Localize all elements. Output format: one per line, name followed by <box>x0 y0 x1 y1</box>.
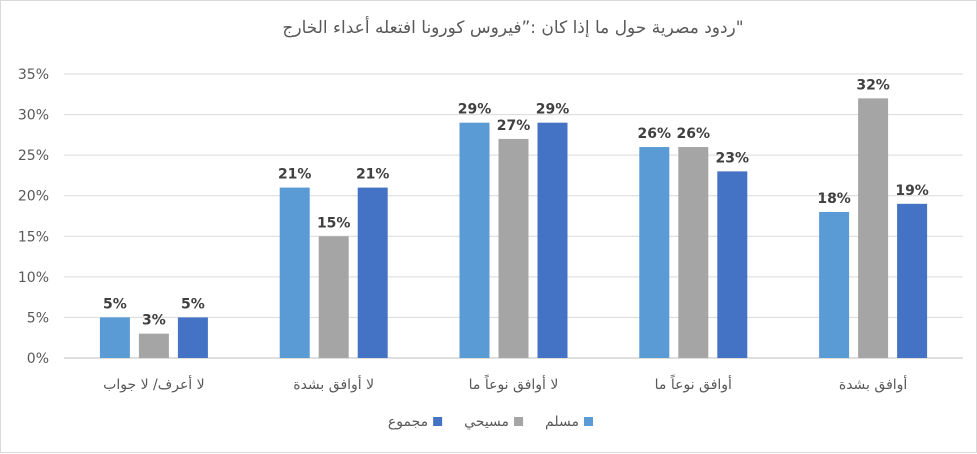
legend-label: مجموع <box>388 414 428 430</box>
y-tick-label: 15% <box>18 229 49 245</box>
data-label: 32% <box>856 77 890 93</box>
x-tick-label: أوافق بشدة <box>839 375 908 393</box>
y-tick-label: 35% <box>18 67 49 83</box>
bar <box>537 122 568 358</box>
chart-title: ردود مصرية حول ما إذا كان :”فيروس كورونا… <box>282 16 743 38</box>
bar <box>99 317 130 358</box>
data-label: 18% <box>817 191 851 207</box>
data-label: 26% <box>638 126 672 142</box>
bar <box>639 147 670 358</box>
bar <box>177 317 208 358</box>
legend-label: مسيحي <box>464 414 509 430</box>
data-label: 19% <box>895 183 929 199</box>
y-tick-label: 25% <box>18 148 49 164</box>
bar <box>318 236 349 358</box>
data-labels: 5% 3% 5% 21% 15% 21% 29% 27% 29% 26% 26% 23% 18% 32% 1… <box>103 77 929 328</box>
x-tick-label: لا أوافق بشدة <box>293 375 374 393</box>
data-label: 29% <box>536 102 570 118</box>
data-label: 29% <box>458 102 492 118</box>
x-tick-label: لا أوافق نوعاً ما <box>469 374 559 393</box>
data-label: 23% <box>716 150 750 166</box>
data-label: 15% <box>317 215 351 231</box>
data-label: 27% <box>497 118 531 134</box>
legend-swatch <box>584 417 593 426</box>
bar <box>897 203 928 358</box>
bar <box>357 187 388 358</box>
bar <box>279 187 310 358</box>
legend: مسلم مسيحي مجموع <box>388 414 593 430</box>
bar <box>678 147 709 358</box>
bars <box>99 98 928 358</box>
bar <box>717 171 748 358</box>
data-label: 5% <box>181 296 205 312</box>
x-axis: لا أعرف/ لا جواب لا أوافق بشدة لا أوافق نو… <box>103 374 907 393</box>
y-tick-label: 5% <box>27 310 49 326</box>
legend-swatch <box>514 417 524 426</box>
y-axis: 0% 5% 10% 15% 20% 25% 30% 35% <box>18 67 49 367</box>
bar <box>459 122 490 358</box>
data-label: 21% <box>356 167 390 183</box>
data-label: 26% <box>677 126 711 142</box>
data-label: 5% <box>103 296 127 312</box>
data-label: 3% <box>142 313 166 329</box>
data-label: 21% <box>278 167 312 183</box>
x-tick-label: أوافق نوعاً ما <box>655 374 732 393</box>
bar <box>138 333 169 358</box>
legend-swatch <box>433 417 443 426</box>
y-tick-label: 30% <box>18 108 49 124</box>
bar <box>858 98 889 358</box>
x-tick-label: لا أعرف/ لا جواب <box>103 375 204 393</box>
legend-label: مسلم <box>545 414 579 430</box>
y-tick-label: 0% <box>27 351 49 367</box>
y-tick-label: 10% <box>18 270 49 286</box>
y-tick-label: 20% <box>18 189 49 205</box>
bar <box>498 138 529 358</box>
bar <box>819 211 850 358</box>
